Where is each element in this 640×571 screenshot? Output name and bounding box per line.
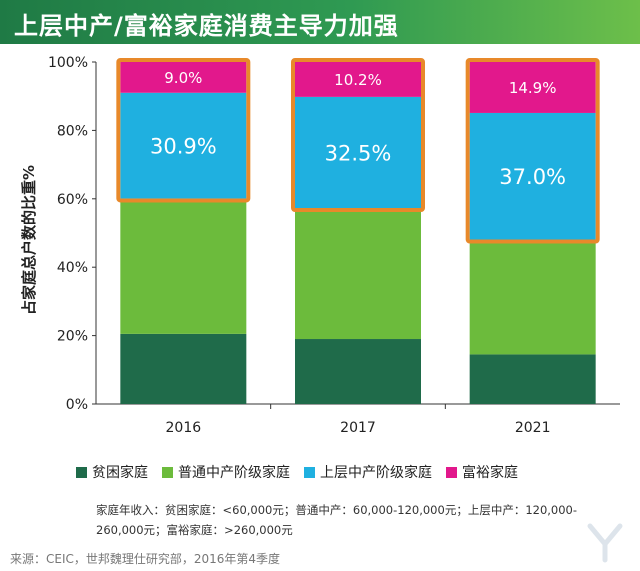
y-tick-label: 0%: [66, 397, 88, 413]
bar-segment: [295, 208, 421, 340]
bar-segment: [120, 62, 247, 93]
stacked-bar-chart: 0% 20% 40% 60% 80% 100% 30.9% 9.0% 2016 32.5% 10.2…: [48, 55, 620, 436]
bar-segment: [295, 339, 421, 404]
source-text: 来源：CEIC，世邦魏理仕研究部，2016年第4季度: [10, 552, 281, 566]
legend-label: 普通中产阶级家庭: [178, 465, 290, 481]
watermark-logo-icon: [587, 523, 623, 563]
data-label: 14.9%: [509, 79, 557, 97]
data-label: 37.0%: [499, 165, 566, 189]
data-label: 30.9%: [150, 135, 217, 159]
highlight-frame: [465, 58, 600, 244]
legend-item: 富裕家庭: [446, 462, 518, 482]
legend-item: 上层中产阶级家庭: [304, 462, 432, 482]
bar-segment: [469, 62, 596, 113]
highlight-frame: [116, 58, 251, 203]
legend-swatch: [162, 466, 173, 478]
x-tick-label: 2016: [166, 420, 202, 436]
income-note: 家庭年收入：贫困家庭：<60,000元；普通中产：60,000-120,000元…: [96, 503, 578, 537]
y-tick-label: 40%: [57, 260, 88, 276]
bar-segment: [120, 92, 247, 199]
y-tick-label: 60%: [57, 192, 88, 208]
data-label: 9.0%: [164, 69, 202, 87]
y-tick-label: 100%: [48, 55, 88, 71]
bar-segment: [295, 62, 421, 97]
bar-segment: [120, 333, 247, 404]
y-tick-label: 80%: [57, 123, 88, 139]
highlight-frame: [291, 58, 425, 213]
chart-title: 上层中产/富裕家庭消费主导力加强: [14, 12, 399, 40]
legend-label: 贫困家庭: [92, 465, 148, 481]
title-bar: 上层中产/富裕家庭消费主导力加强: [0, 0, 640, 44]
legend-swatch: [304, 466, 315, 478]
bar-segment: [469, 354, 596, 404]
legend-label: 上层中产阶级家庭: [320, 465, 432, 481]
legend-swatch: [76, 466, 87, 478]
bar-segment: [469, 112, 596, 240]
legend-swatch: [446, 466, 457, 478]
data-label: 32.5%: [325, 141, 392, 165]
data-label: 10.2%: [334, 71, 382, 89]
bar-segment: [295, 96, 421, 209]
legend-item: 普通中产阶级家庭: [162, 462, 290, 482]
legend-label: 富裕家庭: [462, 465, 518, 481]
bar-segment: [120, 198, 247, 334]
x-tick-label: 2017: [340, 420, 376, 436]
legend: 贫困家庭 普通中产阶级家庭 上层中产阶级家庭 富裕家庭: [76, 462, 636, 482]
legend-item: 贫困家庭: [76, 462, 148, 482]
y-tick-label: 20%: [57, 329, 88, 345]
x-tick-label: 2021: [515, 420, 551, 436]
bar-segment: [469, 239, 596, 355]
